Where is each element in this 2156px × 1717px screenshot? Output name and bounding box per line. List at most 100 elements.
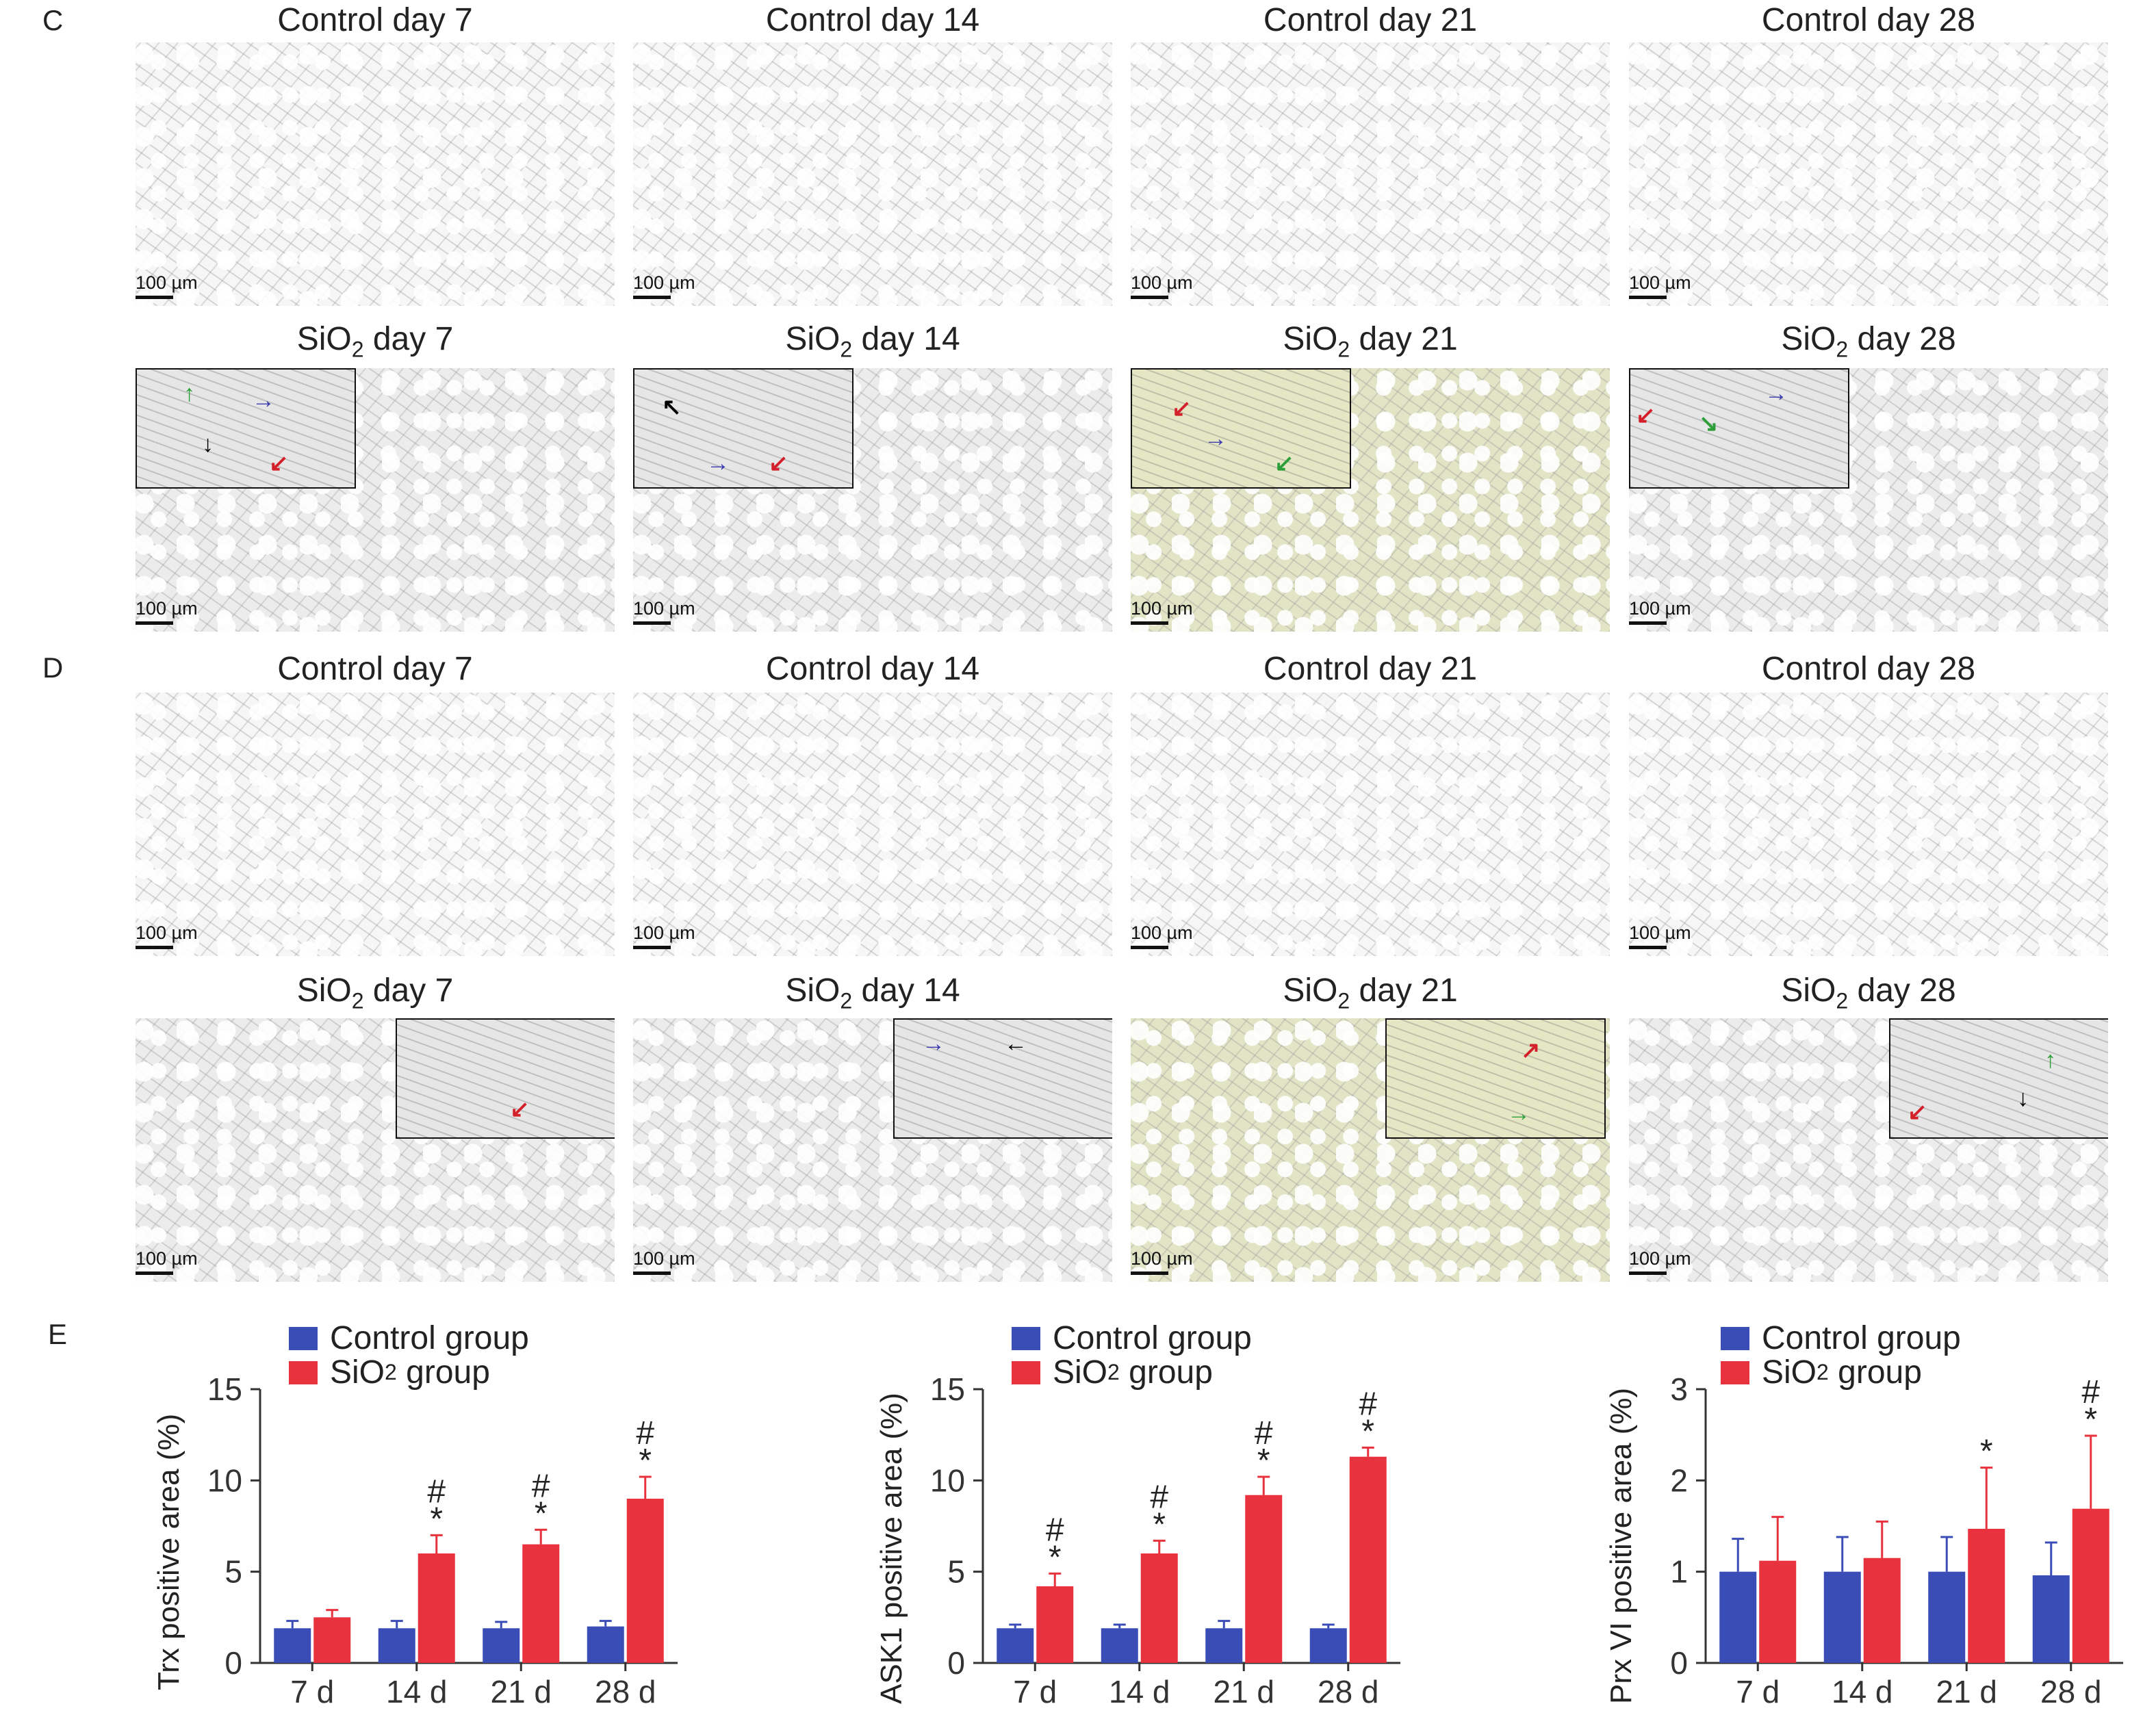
panel-c-letter: C: [42, 4, 64, 36]
significance-marker: *: [430, 1501, 443, 1537]
control-bar: [1309, 1628, 1347, 1663]
panel-d-image-sio2-7: ↙ 100 µm: [136, 1018, 615, 1282]
significance-marker: #: [427, 1473, 446, 1510]
scale-bar: 100 µm: [1131, 922, 1193, 949]
scale-bar: 100 µm: [136, 598, 198, 625]
scale-bar: 100 µm: [633, 922, 695, 949]
panel-d-caption-control-21: Control day 21: [1263, 651, 1478, 687]
y-tick-label: 10: [930, 1462, 965, 1498]
blue-arrow-icon: →: [1204, 426, 1227, 452]
green-arrow-icon: ↑: [183, 380, 195, 406]
significance-marker: #: [636, 1415, 654, 1451]
x-tick-label: 28 d: [2040, 1674, 2102, 1709]
panel-c-caption-control-28: Control day 28: [1761, 2, 1976, 38]
x-tick-label: 14 d: [1109, 1674, 1170, 1709]
control-bar: [1205, 1628, 1243, 1663]
panel-c-caption-sio2-14: SiO2 day 14: [785, 321, 960, 362]
scale-bar: 100 µm: [1131, 1248, 1193, 1275]
y-tick-label: 15: [207, 1371, 242, 1407]
x-tick-label: 21 d: [1213, 1674, 1274, 1709]
y-tick-label: 3: [1670, 1371, 1688, 1407]
blue-arrow-icon: →: [1764, 380, 1788, 406]
scale-bar: 100 µm: [633, 598, 695, 625]
control-bar: [1719, 1571, 1757, 1663]
panel-d-caption-control-28: Control day 28: [1761, 651, 1976, 687]
y-tick-label: 5: [224, 1554, 242, 1590]
significance-marker: #: [2081, 1374, 2100, 1410]
green-arrow-icon: ↘: [1699, 411, 1719, 437]
x-tick-label: 28 d: [595, 1674, 656, 1709]
panel-c-image-sio2-28: ↙ ↘ → 100 µm: [1629, 368, 2108, 632]
x-tick-label: 28 d: [1318, 1674, 1379, 1709]
red-arrow-icon: ↙: [1636, 402, 1656, 428]
panel-d-image-sio2-21: ↗ → 100 µm: [1131, 1018, 1610, 1282]
control-bar: [483, 1628, 520, 1663]
significance-marker: *: [535, 1495, 548, 1532]
black-arrow-icon: ↖: [662, 394, 682, 420]
scale-bar: 100 µm: [633, 1248, 695, 1275]
y-tick-label: 2: [1670, 1462, 1688, 1498]
scale-bar: 100 µm: [136, 922, 198, 949]
scale-bar: 100 µm: [1131, 598, 1193, 625]
y-tick-label: 0: [1670, 1645, 1688, 1681]
x-tick-label: 14 d: [1832, 1674, 1893, 1709]
panel-c-image-control-7: 100 µm: [136, 42, 615, 306]
panel-d-image-sio2-14: → ← 100 µm: [633, 1018, 1112, 1282]
sio2-bar: [2072, 1508, 2109, 1663]
red-arrow-icon: ↗: [1521, 1037, 1541, 1063]
panel-c-caption-sio2-28: SiO2 day 28: [1781, 321, 1956, 362]
control-bar: [1823, 1571, 1861, 1663]
inset-magnification: ↙ ↓ ↑: [1889, 1018, 2108, 1139]
panel-d-caption-sio2-21: SiO2 day 21: [1283, 972, 1458, 1014]
red-arrow-icon: ↙: [510, 1096, 530, 1122]
panel-e-letter: E: [48, 1318, 68, 1350]
x-tick-label: 21 d: [1936, 1674, 1997, 1709]
legend-swatch-control: [289, 1326, 318, 1350]
black-arrow-icon: ↓: [202, 431, 214, 457]
y-tick-label: 10: [207, 1462, 242, 1498]
red-arrow-icon: ↙: [1908, 1099, 1927, 1125]
blue-arrow-icon: →: [922, 1031, 945, 1057]
legend-swatch-sio2: [1721, 1360, 1749, 1384]
panel-c-caption-control-21: Control day 21: [1263, 2, 1478, 38]
control-bar: [1101, 1628, 1138, 1663]
x-tick-label: 21 d: [490, 1674, 552, 1709]
panel-c-image-control-28: 100 µm: [1629, 42, 2108, 306]
panel-d-image-control-7: 100 µm: [136, 693, 615, 956]
green-arrow-icon: ↙: [1274, 450, 1294, 476]
scale-bar: 100 µm: [1131, 272, 1193, 299]
legend-swatch-sio2: [1012, 1360, 1040, 1384]
significance-marker: *: [1980, 1434, 1993, 1470]
sio2-bar: [1968, 1529, 2005, 1663]
panel-d-image-control-14: 100 µm: [633, 693, 1112, 956]
control-bar: [1928, 1571, 1966, 1663]
x-tick-label: 7 d: [1736, 1674, 1780, 1709]
control-bar: [378, 1628, 415, 1663]
significance-marker: *: [1153, 1506, 1166, 1542]
blue-arrow-icon: →: [252, 387, 275, 413]
scale-bar: 100 µm: [1629, 1248, 1691, 1275]
panel-d-caption-control-14: Control day 14: [765, 651, 980, 687]
control-bar: [997, 1628, 1034, 1663]
sio2-bar: [1349, 1456, 1387, 1663]
scale-bar: 100 µm: [136, 1248, 198, 1275]
y-tick-label: 0: [224, 1645, 242, 1681]
significance-marker: #: [532, 1468, 550, 1504]
green-arrow-icon: ↑: [2044, 1047, 2056, 1073]
panel-c-image-control-21: 100 µm: [1131, 42, 1610, 306]
green-arrow-icon: →: [1507, 1100, 1530, 1126]
control-bar: [2032, 1575, 2070, 1663]
legend-swatch-control: [1721, 1326, 1749, 1350]
scale-bar: 100 µm: [1629, 598, 1691, 625]
panel-c-image-sio2-21: ↙ → ↙ 100 µm: [1131, 368, 1610, 632]
panel-d-caption-control-7: Control day 7: [277, 651, 473, 687]
scale-bar: 100 µm: [633, 272, 695, 299]
y-tick-label: 0: [947, 1645, 965, 1681]
significance-marker: *: [639, 1443, 652, 1479]
panel-d-image-control-21: 100 µm: [1131, 693, 1610, 956]
sio2-bar: [626, 1499, 664, 1663]
red-arrow-icon: ↙: [269, 450, 289, 476]
black-arrow-icon: ←: [1004, 1031, 1027, 1057]
